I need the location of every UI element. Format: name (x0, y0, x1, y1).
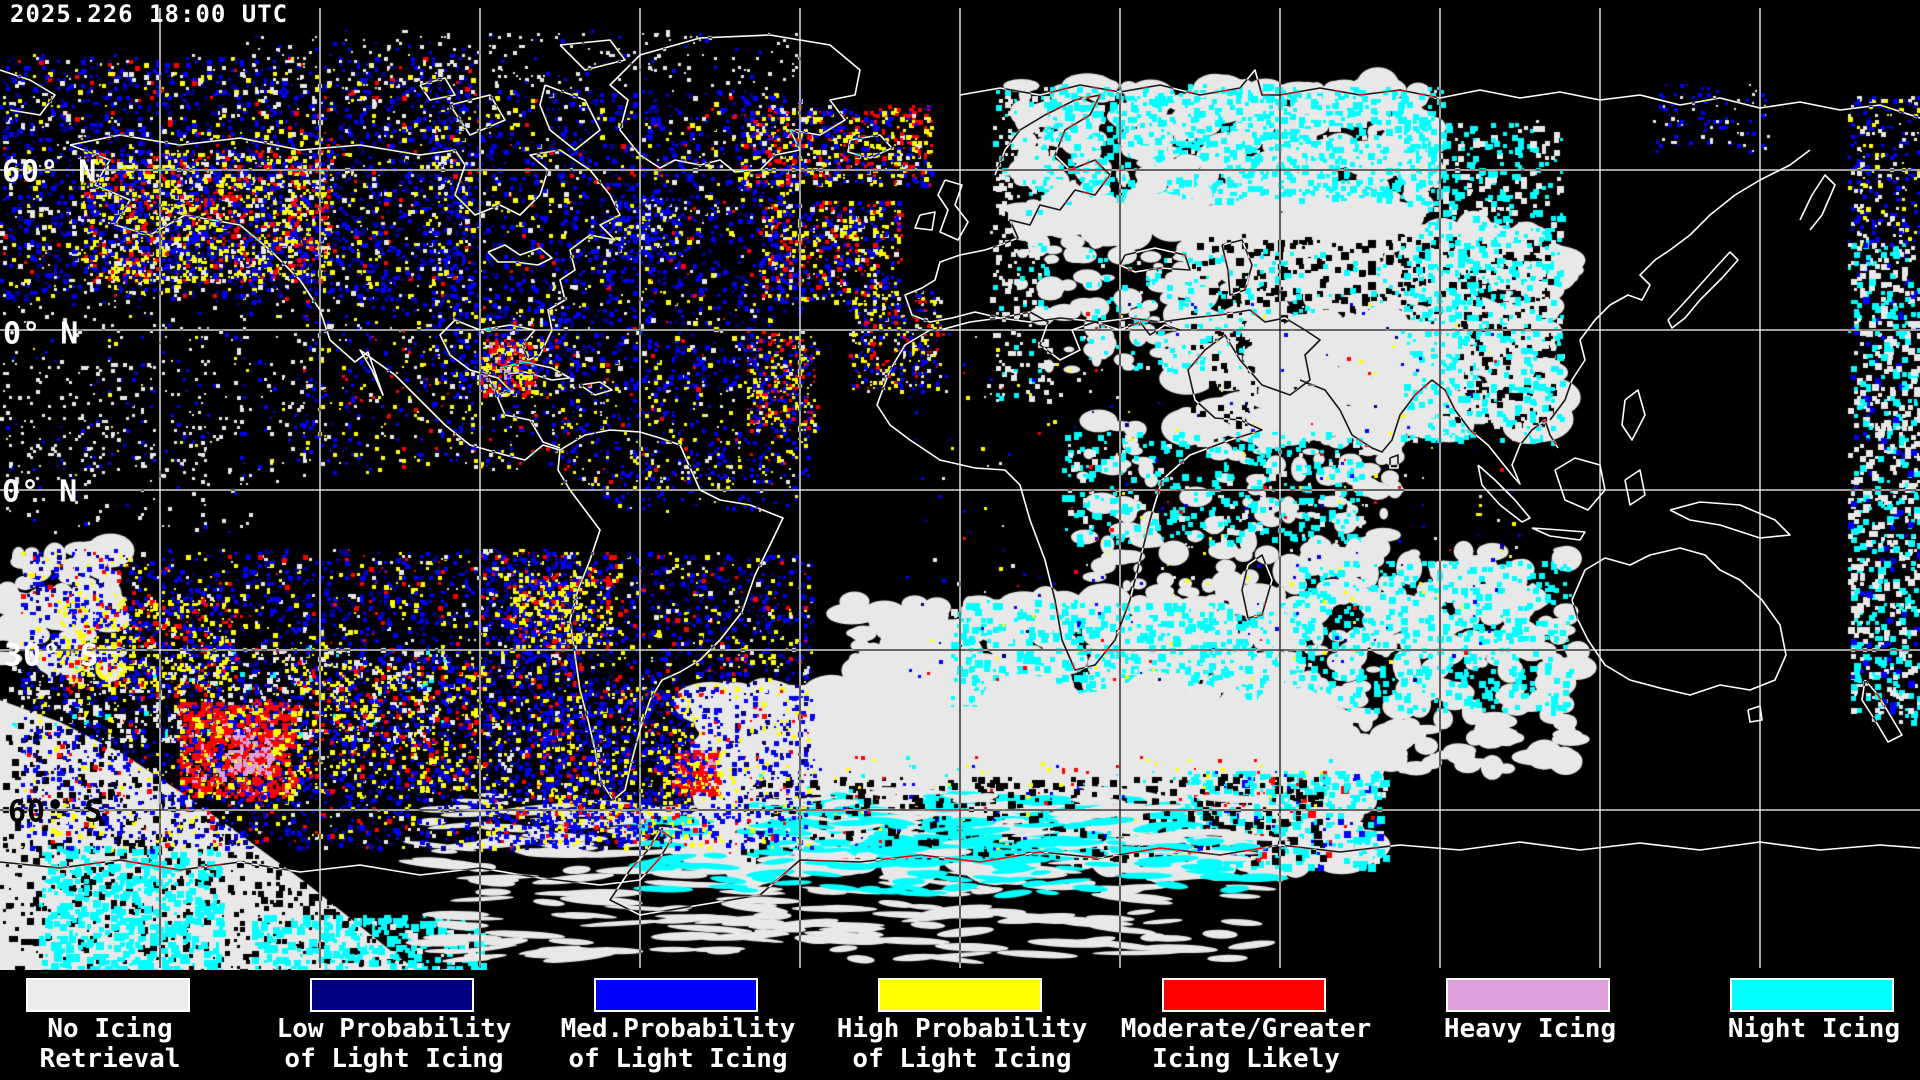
legend-bar: No Icing Retrieval Low Probability of Lig… (0, 970, 1920, 1080)
legend-swatch-med-prob-light-icing (594, 978, 758, 1012)
legend-label-heavy-icing: Heavy Icing (1443, 1014, 1617, 1044)
legend-item-high-prob-light-icing: High Probability of Light Icing (820, 970, 1104, 1080)
legend-item-heavy-icing: Heavy Icing (1388, 970, 1672, 1080)
legend-label-no-icing-retrieval: No Icing Retrieval (39, 1014, 181, 1074)
lat-label-60S: 60° S (8, 794, 104, 830)
world-coastlines (0, 34, 1920, 916)
legend-item-low-prob-light-icing: Low Probability of Light Icing (252, 970, 536, 1080)
legend-label-med-prob-light-icing: Med.Probability of Light Icing (560, 1014, 796, 1074)
lat-label-0N: 0° N (2, 474, 79, 510)
legend-item-moderate-greater-icing: Moderate/Greater Icing Likely (1104, 970, 1388, 1080)
legend-swatch-no-icing-retrieval (26, 978, 190, 1012)
legend-item-night-icing: Night Icing (1672, 970, 1920, 1080)
legend-swatch-moderate-greater-icing (1162, 978, 1326, 1012)
lat-label-60N: 60° N (2, 154, 98, 190)
legend-item-no-icing-retrieval: No Icing Retrieval (0, 970, 252, 1080)
legend-item-med-prob-light-icing: Med.Probability of Light Icing (536, 970, 820, 1080)
legend-swatch-night-icing (1730, 978, 1894, 1012)
lat-label-30S: 30° S (4, 638, 100, 674)
legend-label-high-prob-light-icing: High Probability of Light Icing (836, 1014, 1088, 1074)
legend-swatch-high-prob-light-icing (878, 978, 1042, 1012)
graticule-coastline-overlay (0, 8, 1920, 968)
timestamp-label: 2025.226 18:00 UTC (10, 0, 289, 28)
icing-world-map: 2025.226 18:00 UTC 60° N 30° N 0° N 30° S 60… (0, 0, 1920, 970)
legend-label-low-prob-light-icing: Low Probability of Light Icing (276, 1014, 512, 1074)
legend-label-moderate-greater-icing: Moderate/Greater Icing Likely (1120, 1014, 1372, 1074)
legend-swatch-low-prob-light-icing (310, 978, 474, 1012)
graticule-lines (0, 8, 1920, 968)
lat-label-30N: 30° N (0, 316, 80, 352)
legend-swatch-heavy-icing (1446, 978, 1610, 1012)
legend-label-night-icing: Night Icing (1727, 1014, 1901, 1044)
